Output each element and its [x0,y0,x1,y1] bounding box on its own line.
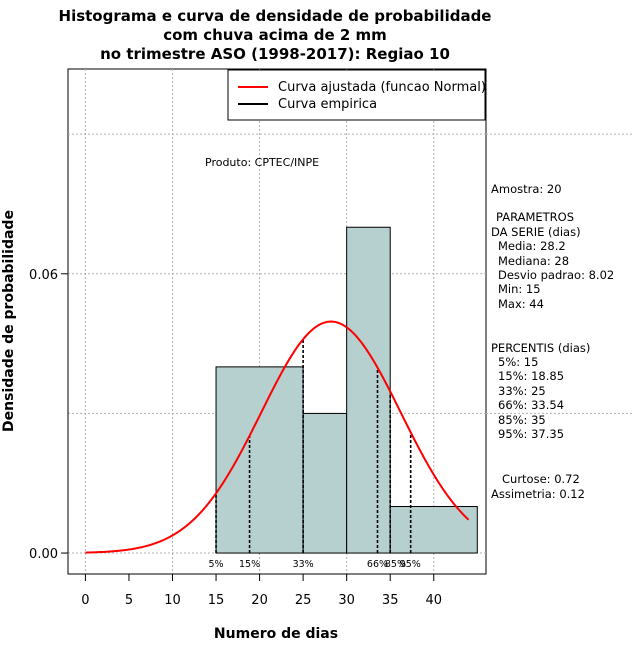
y-axis-title: Densidade de probabilidade [1,210,17,432]
param-median: Mediana: 28 [498,254,569,268]
axes: 0 5 10 15 20 25 30 35 40 0.00 0.06 [29,268,442,608]
percentile-label: 5% [209,559,224,570]
x-tick-label: 25 [295,593,312,608]
histogram-bar [215,366,304,554]
chart-title-line-2: com chuva acima de 2 mm [163,26,387,44]
param-min: Min: 15 [498,282,541,296]
param-mean: Media: 28.2 [498,239,566,253]
chart-title-line-1: Histograma e curva de densidade de proba… [59,7,492,25]
y-tick-label: 0.00 [29,547,58,562]
x-tick-label: 40 [425,593,442,608]
percentile-5: 5%: 15 [498,355,538,369]
histogram-bar [302,412,348,554]
percentile-95: 95%: 37.35 [498,427,564,441]
histogram-bar [389,506,478,554]
product-annotation: Produto: CPTEC/INPE [205,156,319,169]
percentile-66: 66%: 33.54 [498,398,564,412]
x-tick-label: 20 [251,593,268,608]
y-tick-label: 0.06 [29,268,58,283]
chart-title-line-3: no trimestre ASO (1998-2017): Regiao 10 [100,45,450,63]
x-tick-label: 35 [382,593,399,608]
skewness: Assimetria: 0.12 [491,487,585,501]
params-title-1: PARAMETROS [496,210,574,224]
percentile-15: 15%: 18.85 [498,369,564,383]
percentiles-title: PERCENTIS (dias) [491,341,590,355]
percentile-85: 85%: 35 [498,413,546,427]
legend: Curva ajustada (funcao Normal) Curva emp… [227,69,486,121]
percentile-label: 66% [367,559,388,570]
sample-size: Amostra: 20 [491,182,562,196]
curves [85,320,470,554]
x-axis-title: Numero de dias [214,626,338,642]
x-tick-label: 5 [125,593,133,608]
percentile-label: 33% [293,559,314,570]
x-tick-label: 10 [164,593,181,608]
x-tick-label: 0 [81,593,89,608]
legend-box [227,69,486,121]
side-panel: Amostra: 20 PARAMETROS DA SERIE (dias) M… [491,182,614,501]
percentile-label: 85% [385,559,406,570]
params-title-2: DA SERIE (dias) [491,225,581,239]
histogram-bar [346,226,391,554]
percentile-33: 33%: 25 [498,384,546,398]
normal-curve [85,320,470,554]
histogram-bars [215,226,478,554]
x-tick-label: 30 [338,593,355,608]
legend-label-normal: Curva ajustada (funcao Normal) [278,80,486,95]
percentile-label: 95% [400,559,421,570]
percentile-label: 15% [239,559,260,570]
param-sd: Desvio padrao: 8.02 [498,268,614,282]
percentile-lines: 5% 15% 33% 66%85%95% [209,339,421,570]
param-max: Max: 44 [498,297,544,311]
kurtosis: Curtose: 0.72 [502,472,580,486]
x-tick-label: 15 [208,593,225,608]
legend-label-empirical: Curva empirica [278,97,377,112]
